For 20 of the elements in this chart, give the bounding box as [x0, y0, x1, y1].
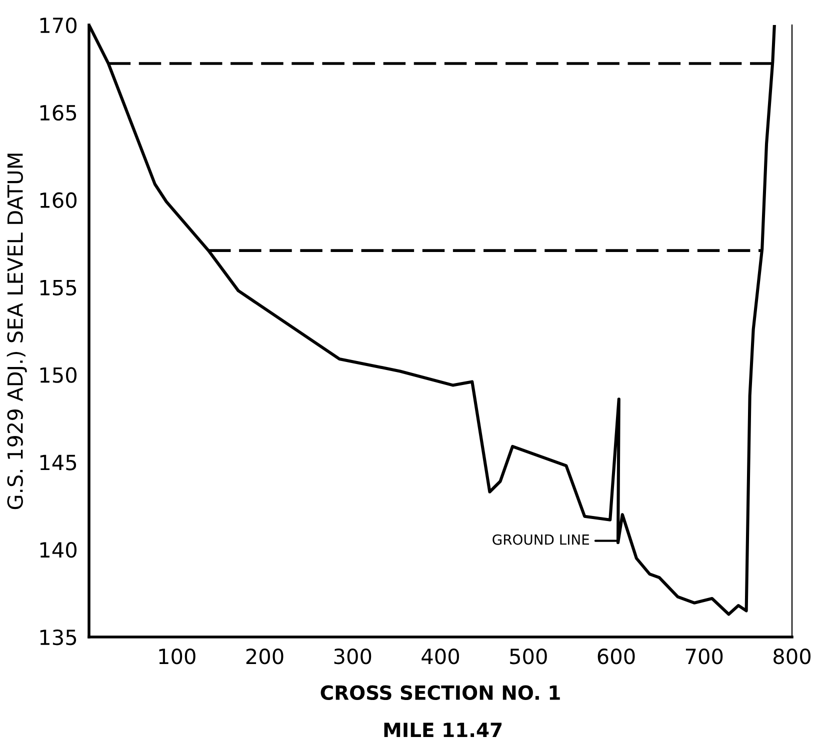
x-tick-label: 200 [246, 648, 284, 664]
x-tick-label: 300 [334, 648, 372, 664]
x-tick-label: 400 [422, 648, 459, 664]
y-tick-label: 155 [40, 280, 76, 296]
x-tick-label: 800 [774, 648, 810, 664]
annotation: GROUND LINE [492, 534, 589, 545]
y-tick-label: 145 [40, 454, 76, 470]
y-tick-label: 150 [40, 367, 77, 383]
y-tick-label: 135 [40, 629, 76, 646]
y-tick-label: 140 [40, 542, 77, 558]
y-tick-label: 170 [40, 17, 77, 34]
x-tick-label: 700 [686, 648, 723, 664]
x-axis-title: CROSS SECTION NO. 1 [320, 685, 560, 700]
x-tick-label: 600 [598, 648, 635, 664]
x-tick-label: 100 [159, 648, 196, 664]
y-tick-label: 160 [40, 192, 77, 208]
y-tick-label: 165 [40, 104, 76, 121]
y-axis-title: G.S. 1929 ADJ.) SEA LEVEL DATUM [6, 154, 27, 510]
text: MILE 11.47 [384, 722, 502, 737]
x-tick-label: 500 [510, 648, 547, 664]
